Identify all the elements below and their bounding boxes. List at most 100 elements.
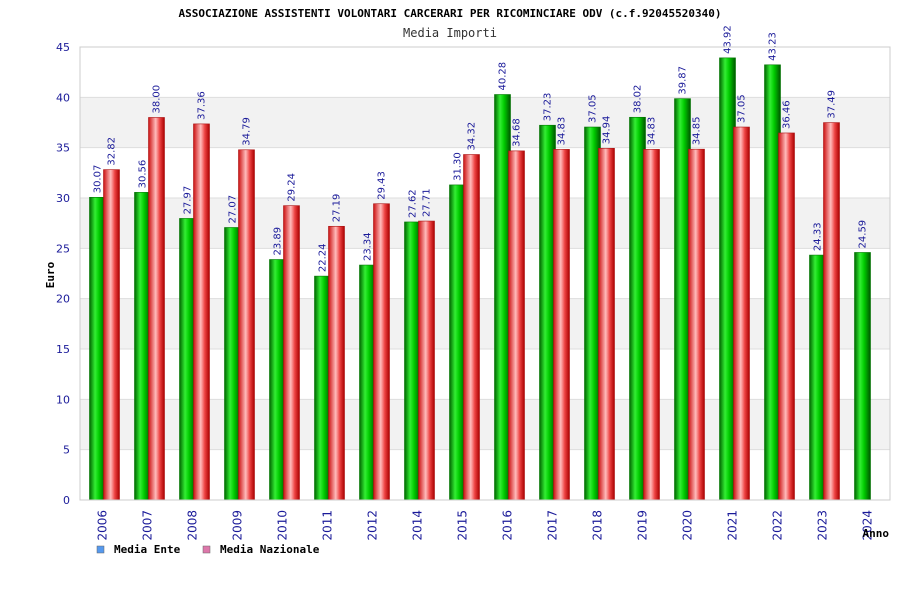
data-label: 34.32 <box>467 122 478 151</box>
bar-media-nazionale <box>238 149 255 501</box>
bar-media-nazionale <box>643 149 660 501</box>
bar-media-nazionale <box>373 203 390 501</box>
bar-media-nazionale <box>733 126 750 501</box>
y-axis-label: Euro <box>44 261 57 288</box>
legend-swatch-nazionale <box>202 545 211 554</box>
x-tick-label: 2017 <box>546 510 560 541</box>
grid-band <box>80 198 890 249</box>
legend: Media Ente Media Nazionale <box>96 543 320 556</box>
data-label: 27.71 <box>422 188 433 217</box>
data-label: 29.24 <box>287 173 298 202</box>
bar-media-ente <box>89 196 106 501</box>
data-label: 37.49 <box>827 90 838 119</box>
bar-media-nazionale <box>193 123 210 501</box>
x-tick-label: 2011 <box>321 510 335 541</box>
data-label: 23.34 <box>363 232 374 261</box>
bar-media-ente <box>134 192 151 501</box>
bar-media-ente <box>179 218 196 501</box>
y-tick-label: 10 <box>56 393 70 406</box>
bar-media-ente <box>314 275 331 501</box>
plot-frame <box>79 46 891 501</box>
x-tick-label: 2008 <box>186 510 200 541</box>
data-label: 37.23 <box>543 93 554 122</box>
data-label: 27.19 <box>332 194 343 223</box>
data-label: 30.56 <box>138 160 149 189</box>
data-label: 23.89 <box>273 227 284 256</box>
x-tick-label: 2010 <box>276 510 290 541</box>
bar-media-nazionale <box>778 132 795 501</box>
data-label: 38.00 <box>152 85 163 114</box>
chart-subtitle: Media Importi <box>403 26 497 40</box>
data-label: 30.07 <box>93 165 104 194</box>
x-tick-label: 2009 <box>231 510 245 541</box>
bar-media-ente <box>764 64 781 501</box>
bar-media-nazionale <box>598 147 615 501</box>
legend-swatch-ente <box>96 545 105 554</box>
bar-media-nazionale <box>418 220 435 501</box>
y-tick-label: 15 <box>56 343 70 356</box>
bar-media-ente <box>359 264 376 501</box>
bar-media-nazionale <box>148 117 165 501</box>
grid-band <box>80 298 890 349</box>
x-tick-label: 2021 <box>726 510 740 541</box>
data-label: 34.79 <box>242 117 253 146</box>
bar-media-ente <box>809 254 826 501</box>
y-tick-label: 45 <box>56 41 70 54</box>
bar-media-nazionale <box>103 169 120 501</box>
data-label: 24.33 <box>813 222 824 251</box>
x-tick-label: 2007 <box>141 510 155 541</box>
grid-band <box>80 97 890 148</box>
bar-media-nazionale <box>283 205 300 501</box>
x-tick-label: 2018 <box>591 510 605 541</box>
x-tick-label: 2019 <box>636 510 650 541</box>
y-tick-label: 5 <box>63 444 70 457</box>
x-tick-label: 2014 <box>411 510 425 541</box>
bar-media-ente <box>224 227 241 501</box>
x-tick-label: 2023 <box>816 510 830 541</box>
data-label: 43.23 <box>768 32 779 61</box>
data-label: 34.85 <box>692 117 703 146</box>
data-label: 34.94 <box>602 116 613 145</box>
data-label: 31.30 <box>453 152 464 181</box>
y-tick-label: 0 <box>63 494 70 507</box>
bars <box>89 57 871 501</box>
data-label: 37.05 <box>737 94 748 123</box>
bar-media-ente <box>269 259 286 501</box>
data-label: 36.46 <box>782 100 793 129</box>
data-label: 27.62 <box>408 189 419 218</box>
bar-media-ente <box>674 98 691 501</box>
bar-media-nazionale <box>463 154 480 501</box>
y-axis-ticks: 0 5 10 15 20 25 30 35 40 45 <box>56 41 70 507</box>
bar-media-nazionale <box>553 149 570 501</box>
data-label: 24.59 <box>858 220 869 249</box>
bar-media-ente <box>629 116 646 501</box>
bar-media-nazionale <box>328 225 345 501</box>
data-label: 37.36 <box>197 91 208 120</box>
data-label: 32.82 <box>107 137 118 166</box>
x-tick-label: 2024 <box>861 510 875 541</box>
bar-media-ente <box>584 126 601 501</box>
bar-media-ente <box>494 94 511 501</box>
bar-media-ente <box>854 252 871 501</box>
bar-media-nazionale <box>508 150 525 501</box>
x-tick-label: 2012 <box>366 510 380 541</box>
data-label: 22.24 <box>318 243 329 272</box>
y-tick-label: 25 <box>56 242 70 255</box>
data-label: 38.02 <box>633 85 644 114</box>
data-label: 37.05 <box>588 94 599 123</box>
y-tick-label: 35 <box>56 142 70 155</box>
data-label: 34.83 <box>647 117 658 146</box>
bar-media-nazionale <box>823 122 840 501</box>
grid-band <box>80 399 890 450</box>
data-label: 29.43 <box>377 171 388 200</box>
bar-media-ente <box>449 184 466 501</box>
y-tick-label: 30 <box>56 192 70 205</box>
x-tick-label: 2016 <box>501 510 515 541</box>
data-label: 39.87 <box>678 66 689 95</box>
legend-label-nazionale: Media Nazionale <box>220 543 320 556</box>
x-tick-label: 2020 <box>681 510 695 541</box>
x-tick-label: 2022 <box>771 510 785 541</box>
bar-media-nazionale <box>688 148 705 501</box>
